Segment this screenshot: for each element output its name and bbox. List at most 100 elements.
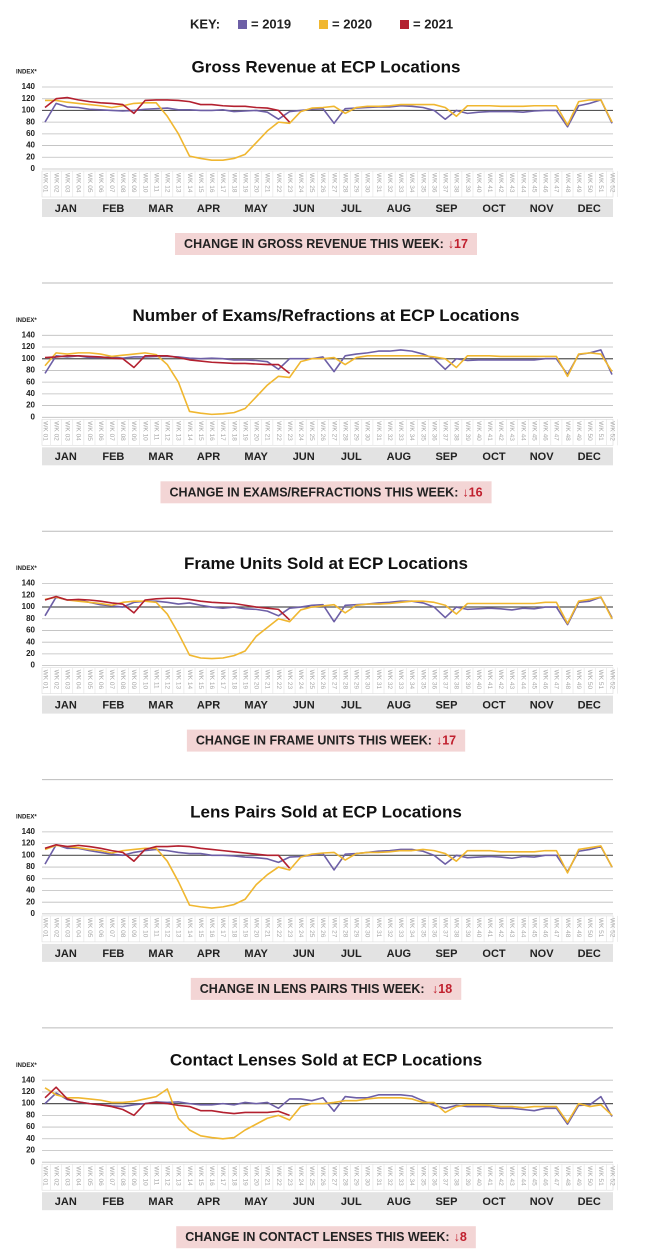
x-tick-label: WK 11 — [152, 421, 159, 440]
y-tick-label: 80 — [26, 862, 35, 871]
x-tick-label: WK 35 — [419, 918, 426, 938]
month-label: SEP — [435, 1196, 457, 1208]
x-tick-label: WK 13 — [175, 918, 182, 938]
x-tick-label: WK 25 — [308, 173, 315, 193]
y-axis-label: INDEX* — [16, 318, 37, 324]
month-label: DEC — [578, 1196, 601, 1208]
x-tick-label: WK 08 — [119, 670, 126, 690]
x-tick-label: WK 20 — [253, 1166, 260, 1186]
x-tick-label: WK 28 — [341, 1166, 348, 1186]
change-label: CHANGE IN FRAME UNITS THIS WEEK: — [196, 734, 432, 748]
x-tick-label: WK 30 — [364, 421, 371, 441]
key-entry: = 2020 — [332, 16, 372, 31]
x-tick-label: WK 46 — [542, 918, 549, 938]
x-tick-label: WK 29 — [353, 173, 360, 193]
x-tick-label: WK 19 — [241, 421, 248, 441]
x-tick-label: WK 11 — [152, 1166, 159, 1185]
x-tick-label: WK 19 — [241, 1166, 248, 1186]
x-tick-label: WK 27 — [330, 670, 337, 690]
x-tick-label: WK 22 — [275, 173, 282, 193]
x-tick-label: WK 18 — [230, 1166, 237, 1186]
x-tick-label: WK 46 — [542, 421, 549, 441]
x-tick-label: WK 29 — [353, 421, 360, 441]
x-tick-label: WK 21 — [264, 670, 271, 690]
x-tick-label: WK 12 — [164, 1166, 171, 1186]
series-line — [44, 349, 613, 376]
series-line — [44, 843, 291, 869]
x-tick-label: WK 40 — [475, 421, 482, 441]
y-tick-label: 40 — [26, 637, 35, 646]
x-tick-label: WK 26 — [319, 173, 326, 193]
x-tick-label: WK 17 — [219, 173, 226, 193]
x-tick-label: WK 47 — [553, 421, 560, 441]
month-label: DEC — [578, 203, 601, 215]
x-tick-label: WK 47 — [553, 670, 560, 690]
month-label: NOV — [530, 948, 555, 960]
x-tick-label: WK 23 — [286, 918, 293, 938]
y-tick-label: 80 — [26, 614, 35, 623]
x-tick-label: WK 11 — [152, 918, 159, 937]
x-tick-label: WK 15 — [197, 670, 204, 690]
series-line — [44, 595, 291, 621]
x-tick-label: WK 51 — [597, 421, 604, 441]
month-band — [42, 695, 613, 714]
month-label: FEB — [102, 948, 124, 960]
x-tick-label: WK 02 — [52, 918, 59, 938]
x-tick-label: WK 51 — [597, 918, 604, 938]
week-label-area — [41, 1163, 614, 1191]
x-tick-label: WK 36 — [430, 421, 437, 441]
chart: Frame Units Sold at ECP Locations INDEX* 0… — [16, 554, 618, 781]
series-line — [44, 1086, 290, 1117]
x-tick-label: WK 17 — [219, 1166, 226, 1186]
x-tick-label: WK 41 — [486, 1166, 493, 1186]
y-tick-label: 60 — [26, 377, 35, 386]
chart-title: Contact Lenses Sold at ECP Locations — [170, 1051, 482, 1070]
y-axis-label: INDEX* — [16, 566, 37, 572]
change-banner — [190, 977, 462, 1000]
x-tick-label: WK 27 — [330, 1166, 337, 1186]
month-label: APR — [197, 203, 220, 215]
change-text: CHANGE IN EXAMS/REFRACTIONS THIS WEEK: ↓1… — [169, 486, 482, 500]
y-tick-label: 40 — [26, 886, 35, 895]
x-tick-label: WK 39 — [464, 173, 471, 193]
x-tick-label: WK 04 — [75, 421, 82, 441]
x-tick-label: WK 43 — [508, 670, 515, 690]
month-label: JAN — [55, 1196, 77, 1208]
y-tick-label: 120 — [22, 1087, 36, 1096]
y-tick-label: 140 — [22, 827, 36, 836]
y-tick-label: 80 — [26, 1110, 35, 1119]
x-tick-label: WK 22 — [275, 670, 282, 690]
x-tick-label: WK 49 — [575, 670, 582, 690]
chart-title: Frame Units Sold at ECP Locations — [184, 554, 468, 573]
month-band — [42, 447, 613, 466]
y-tick-label: 140 — [22, 330, 36, 339]
x-tick-label: WK 28 — [341, 421, 348, 441]
x-tick-label: WK 03 — [64, 421, 71, 441]
x-tick-label: WK 11 — [152, 670, 159, 689]
x-tick-label: WK 34 — [408, 918, 415, 938]
x-tick-label: WK 07 — [108, 421, 115, 441]
month-label: MAY — [244, 948, 268, 960]
y-axis-label: INDEX* — [16, 1063, 37, 1069]
month-label: MAY — [244, 1196, 268, 1208]
change-banner — [186, 729, 466, 752]
x-tick-label: WK 31 — [375, 670, 382, 690]
month-label: OCT — [482, 451, 506, 463]
x-tick-label: WK 17 — [219, 670, 226, 690]
x-tick-label: WK 28 — [341, 918, 348, 938]
y-tick-label: 140 — [22, 1075, 36, 1084]
x-tick-label: WK 05 — [86, 1166, 93, 1186]
x-tick-label: WK 26 — [319, 670, 326, 690]
x-tick-label: WK 46 — [542, 173, 549, 193]
x-tick-label: WK 41 — [486, 670, 493, 690]
x-tick-label: WK 50 — [586, 1166, 593, 1186]
month-label: DEC — [578, 700, 601, 712]
x-tick-label: WK 35 — [419, 670, 426, 690]
week-label-area — [41, 667, 614, 694]
x-tick-label: WK 04 — [75, 918, 82, 938]
series-line — [45, 99, 613, 162]
month-label: FEB — [102, 700, 124, 712]
x-tick-label: WK 18 — [230, 918, 237, 938]
month-label: MAR — [148, 948, 173, 960]
